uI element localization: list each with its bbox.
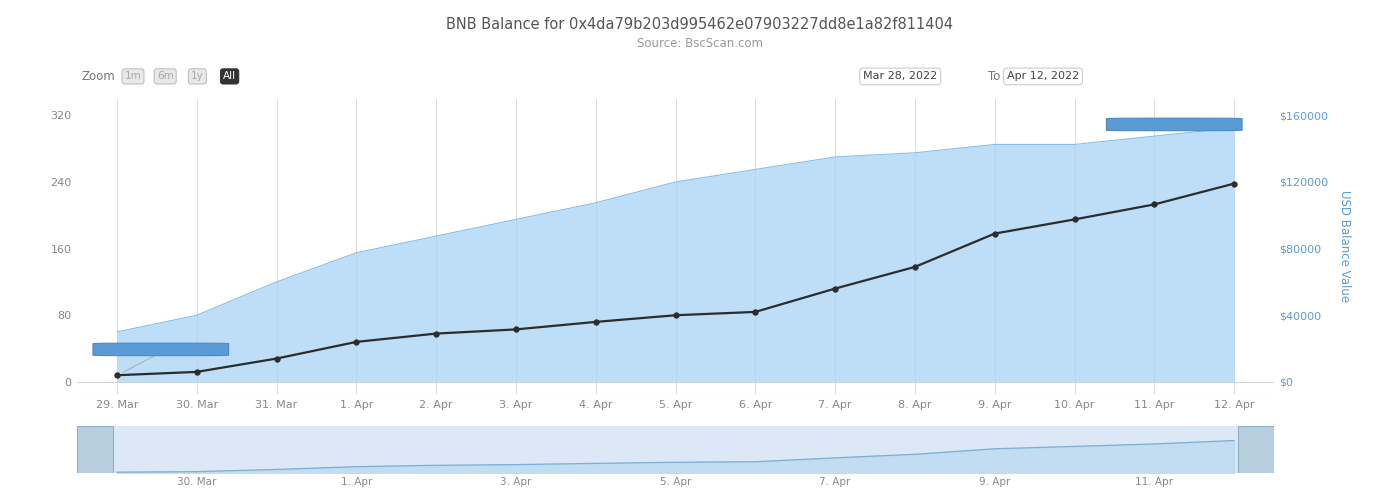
FancyBboxPatch shape	[92, 343, 228, 355]
Text: Mar 28, 2022: Mar 28, 2022	[862, 71, 938, 81]
FancyBboxPatch shape	[1106, 118, 1242, 131]
Text: 6m: 6m	[157, 71, 174, 81]
Y-axis label: USD Balance Value: USD Balance Value	[1338, 190, 1351, 303]
Text: 1y: 1y	[190, 71, 204, 81]
FancyBboxPatch shape	[1238, 426, 1274, 473]
Text: From: From	[861, 70, 890, 83]
Text: Source: BscScan.com: Source: BscScan.com	[637, 37, 763, 50]
Text: Zoom: Zoom	[81, 70, 115, 83]
Text: Apr 12, 2022: Apr 12, 2022	[1007, 71, 1079, 81]
Text: BNB Balance for 0x4da79b203d995462e07903227dd8e1a82f811404: BNB Balance for 0x4da79b203d995462e07903…	[447, 17, 953, 32]
Text: 1m: 1m	[125, 71, 141, 81]
FancyBboxPatch shape	[77, 426, 113, 473]
Text: To: To	[988, 70, 1000, 83]
Text: All: All	[223, 71, 237, 81]
